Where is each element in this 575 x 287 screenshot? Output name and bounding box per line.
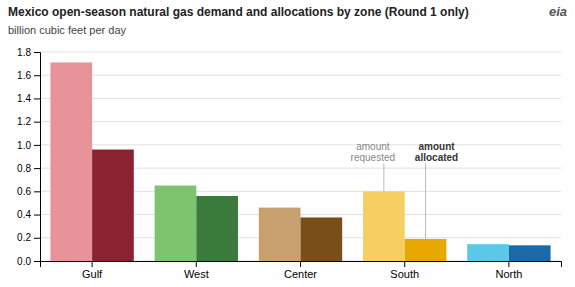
tick: 1.8 [17, 47, 40, 58]
tick-label: 0.2 [17, 232, 31, 243]
tick-mark [34, 75, 40, 76]
y-axis: 0.0 0.2 0.4 0.6 0.8 1.0 1.2 1.4 1.6 1.8 [17, 47, 40, 267]
annotations: amountrequested amountallocated [351, 141, 459, 239]
bar [363, 191, 405, 261]
tick-label: West [184, 268, 209, 280]
annotation: amountrequested [351, 141, 395, 163]
bars [50, 62, 550, 261]
tick-mark [92, 261, 93, 267]
bar [467, 244, 509, 261]
tick: 0.6 [17, 186, 40, 197]
tick-mark [404, 261, 405, 267]
tick-mark [300, 261, 301, 267]
annotation: amountallocated [415, 141, 458, 163]
bar [155, 186, 197, 261]
y-axis-title: billion cubic feet per day [8, 24, 127, 36]
tick-mark [34, 168, 40, 169]
grid-line [40, 75, 561, 76]
tick: West [184, 261, 209, 280]
tick-mark [34, 215, 40, 216]
tick-mark [196, 261, 197, 267]
tick-mark [34, 122, 40, 123]
tick-label: 1.4 [17, 93, 31, 104]
tick-label: 0.6 [17, 186, 31, 197]
grid-line [40, 121, 561, 122]
grid-line [40, 144, 561, 145]
bar [259, 208, 301, 261]
tick-label: Center [284, 268, 317, 280]
title: Mexico open-season natural gas demand an… [8, 5, 469, 19]
bar [509, 245, 551, 261]
tick-label: 0.0 [17, 256, 31, 267]
chart: eia Mexico open-season natural gas demand… [0, 0, 575, 287]
grid-line [40, 98, 561, 99]
logo: eia [549, 4, 567, 19]
tick-label: 1.8 [17, 47, 31, 58]
tick: 1.4 [17, 93, 40, 104]
tick-label: Gulf [82, 268, 103, 280]
bar [405, 239, 447, 261]
tick: 1.6 [17, 70, 40, 81]
x-axis: Gulf West Center South North [41, 261, 562, 280]
bar [50, 62, 92, 261]
axis-line [41, 262, 562, 268]
tick: 1.0 [17, 140, 40, 151]
tick-mark [34, 52, 40, 53]
tick: 0.0 [17, 256, 40, 267]
tick-mark [34, 191, 40, 192]
plot: 0.0 0.2 0.4 0.6 0.8 1.0 1.2 1.4 1.6 1.8 Gulf West Ce… [17, 47, 561, 280]
tick-label: 1.6 [17, 70, 31, 81]
tick-label: 1.0 [17, 140, 31, 151]
annotation-line [425, 163, 426, 239]
tick-mark [34, 98, 40, 99]
bar [301, 217, 343, 261]
tick: 0.4 [17, 209, 40, 220]
tick-label: 0.4 [17, 209, 31, 220]
tick-label: 0.8 [17, 163, 31, 174]
tick: North [495, 261, 522, 280]
tick-label: North [495, 268, 522, 280]
tick-mark [508, 261, 509, 267]
tick: 0.8 [17, 163, 40, 174]
tick: Gulf [82, 261, 103, 280]
grid-line [40, 52, 561, 53]
axis-line [34, 53, 41, 262]
grid [40, 52, 561, 261]
tick: 1.2 [17, 116, 40, 127]
tick-label: South [390, 268, 419, 280]
bar [92, 150, 134, 261]
tick: South [390, 261, 419, 280]
tick-mark [34, 238, 40, 239]
bar [196, 196, 238, 261]
tick: 0.2 [17, 232, 40, 243]
tick: Center [284, 261, 317, 280]
tick-mark [34, 261, 40, 262]
annotation-line [383, 163, 384, 191]
tick-label: 1.2 [17, 116, 31, 127]
tick-mark [34, 145, 40, 146]
